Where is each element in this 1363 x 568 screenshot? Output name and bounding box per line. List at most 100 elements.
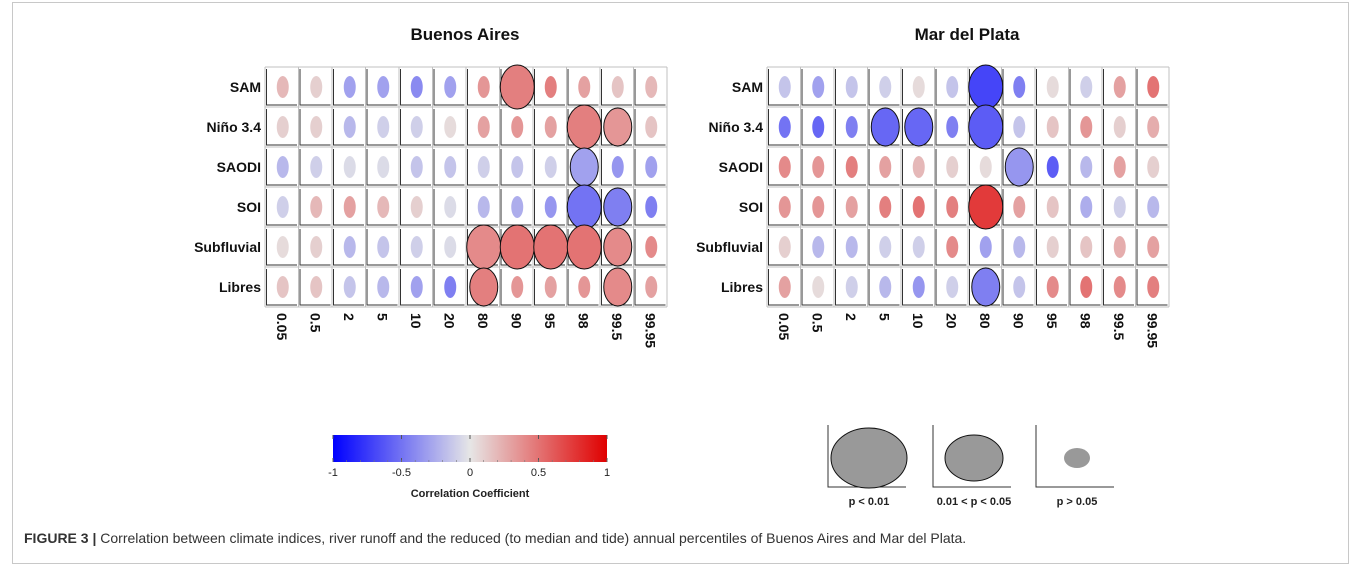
cell-axis <box>1036 109 1067 146</box>
cell-axis <box>1036 229 1067 266</box>
correlation-ellipse <box>645 76 658 98</box>
correlation-ellipse <box>979 236 992 258</box>
cell-axis <box>266 149 297 186</box>
correlation-ellipse <box>343 276 356 298</box>
correlation-ellipse <box>1147 276 1160 298</box>
cell-axis <box>835 149 866 186</box>
cell-axis <box>1136 149 1168 186</box>
cell-axis <box>768 149 799 186</box>
correlation-ellipse <box>444 76 457 98</box>
cell-axis <box>1103 149 1134 186</box>
cell-axis <box>433 149 465 186</box>
correlation-ellipse <box>979 156 992 178</box>
correlation-ellipse <box>410 156 423 178</box>
correlation-ellipse <box>1113 196 1126 218</box>
correlation-ellipse <box>946 276 959 298</box>
cell-axis <box>969 229 1000 266</box>
cell-axis <box>935 109 967 146</box>
correlation-ellipse <box>603 227 633 267</box>
cell-axis <box>634 149 666 186</box>
cell-axis <box>467 149 498 186</box>
cell-axis <box>768 69 799 106</box>
figure-label: FIGURE 3 | <box>24 530 97 546</box>
cell-axis <box>400 69 431 106</box>
grid <box>766 66 1170 308</box>
column-label: 10 <box>408 313 424 329</box>
key-item-medium: 0.01 < p < 0.05 <box>932 425 1011 508</box>
correlation-ellipse <box>533 224 569 270</box>
cell-axis <box>768 189 799 226</box>
correlation-ellipse <box>1046 76 1059 98</box>
caption-text: Correlation between climate indices, riv… <box>100 530 967 546</box>
correlation-ellipse <box>410 76 423 98</box>
correlation-ellipse <box>645 236 658 258</box>
heatmap-panel-buenos-aires: Buenos Aires SAM Niño 3.4 SAODI SOI Subfluvia… <box>194 25 668 348</box>
column-label: 20 <box>441 313 457 329</box>
cell-axis <box>801 69 833 106</box>
correlation-ellipse <box>1080 76 1093 98</box>
cell-axis <box>534 269 565 306</box>
cell-axis <box>801 229 833 266</box>
cell-axis <box>467 69 498 106</box>
correlation-ellipse <box>566 184 602 230</box>
cell-axis <box>835 109 866 146</box>
correlation-ellipse <box>603 187 633 227</box>
cell-axis <box>1069 109 1101 146</box>
correlation-ellipse <box>1004 147 1034 187</box>
correlation-ellipse <box>544 196 557 218</box>
correlation-ellipse <box>778 76 791 98</box>
cell-axis <box>1002 269 1034 306</box>
correlation-ellipse <box>569 147 599 187</box>
correlation-ellipse <box>310 156 323 178</box>
cell-axis <box>534 189 565 226</box>
panels: Buenos Aires SAM Niño 3.4 SAODI SOI Subfluvia… <box>194 25 1170 348</box>
cell-axis <box>1002 109 1034 146</box>
cell-axis <box>768 109 799 146</box>
correlation-ellipse <box>812 276 825 298</box>
cell-axis <box>567 69 599 106</box>
correlation-ellipse <box>566 224 602 270</box>
cell-axis <box>1002 189 1034 226</box>
correlation-ellipse <box>1013 116 1026 138</box>
cell-axis <box>433 229 465 266</box>
correlation-ellipse <box>343 76 356 98</box>
cell-axis <box>1136 69 1168 106</box>
correlation-ellipse <box>410 236 423 258</box>
correlation-ellipse <box>971 267 1001 307</box>
cell-axis <box>868 269 900 306</box>
column-label: 2 <box>341 313 357 321</box>
key-ellipse <box>944 434 1004 482</box>
correlation-ellipse <box>645 276 658 298</box>
correlation-ellipse <box>511 156 524 178</box>
correlation-ellipse <box>1147 76 1160 98</box>
cell-axis <box>801 109 833 146</box>
cell-axis <box>601 69 632 106</box>
correlation-ellipse <box>410 116 423 138</box>
cell-axes <box>266 69 666 306</box>
correlation-ellipse <box>343 116 356 138</box>
cell-axis <box>935 269 967 306</box>
row-label: Libres <box>219 279 261 295</box>
cell-axis <box>299 269 331 306</box>
correlation-ellipse <box>310 276 323 298</box>
figure-frame <box>12 2 1349 564</box>
column-label: 98 <box>1077 313 1093 329</box>
correlation-ellipse <box>1046 116 1059 138</box>
correlation-ellipse <box>946 196 959 218</box>
cell-axis <box>1036 69 1067 106</box>
correlation-ellipse <box>1080 236 1093 258</box>
cell-axis <box>1136 189 1168 226</box>
correlation-ellipse <box>912 276 925 298</box>
correlation-ellipse <box>879 236 892 258</box>
cell-axis <box>366 149 398 186</box>
key-axis <box>1035 425 1114 488</box>
cell-axis <box>433 109 465 146</box>
correlation-ellipse <box>968 184 1004 230</box>
cell-axis <box>634 269 666 306</box>
correlation-ellipse <box>1113 116 1126 138</box>
correlation-ellipse <box>511 116 524 138</box>
row-label: Libres <box>721 279 763 295</box>
correlation-ellipse <box>645 116 658 138</box>
cell-axis <box>266 269 297 306</box>
correlation-ellipse <box>611 76 624 98</box>
